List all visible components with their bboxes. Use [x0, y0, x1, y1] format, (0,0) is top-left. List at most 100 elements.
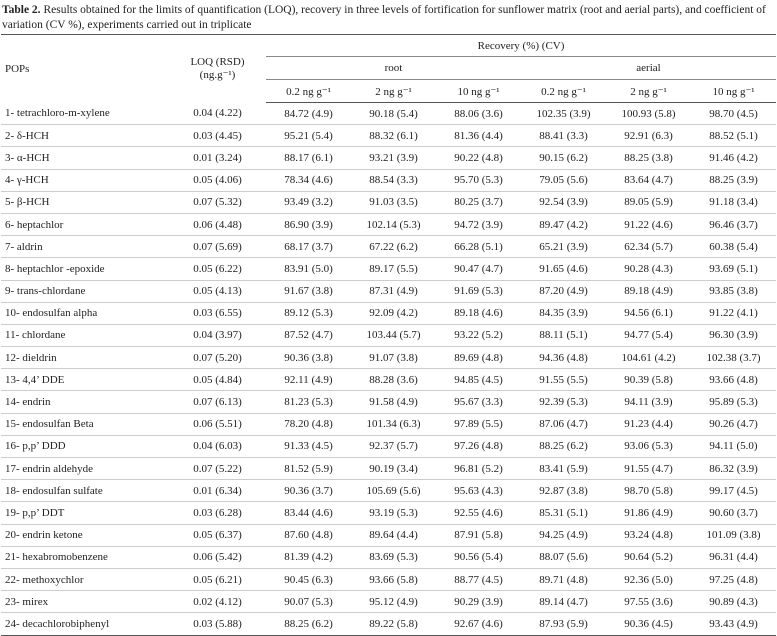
recovery-cell: 68.17 (3.7) [266, 235, 351, 259]
recovery-cell: 88.06 (3.6) [436, 102, 521, 126]
recovery-cell: 90.89 (4.3) [691, 590, 777, 614]
recovery-cell: 89.71 (4.8) [521, 568, 606, 592]
recovery-cell: 94.56 (6.1) [606, 302, 691, 325]
recovery-cell: 93.69 (5.1) [691, 257, 777, 281]
pop-name: 13- 4,4’ DDE [1, 368, 169, 392]
level-header: 10 ng g⁻¹ [436, 79, 521, 103]
recovery-cell: 89.18 (4.6) [436, 302, 521, 325]
table-row: 13- 4,4’ DDE 0.05 (4.84) 92.11 (4.9) 88.28 … [1, 368, 777, 392]
table-row: 24- decachlorobiphenyl 0.03 (5.88) 88.25 (… [1, 612, 777, 636]
recovery-cell: 91.33 (4.5) [266, 435, 351, 459]
loq-cell: 0.01 (3.24) [169, 146, 266, 170]
loq-cell: 0.05 (6.21) [169, 568, 266, 592]
level-header: 0.2 ng g⁻¹ [521, 79, 606, 103]
recovery-cell: 87.93 (5.9) [521, 612, 606, 636]
recovery-cell: 89.12 (5.3) [266, 302, 351, 325]
pop-name: 6- heptachlor [1, 213, 169, 237]
recovery-cell: 60.38 (5.4) [691, 235, 777, 259]
root-header: root [266, 56, 521, 80]
recovery-cell: 89.22 (5.8) [351, 612, 436, 636]
recovery-cell: 90.39 (5.8) [606, 368, 691, 392]
table-row: 23- mirex 0.02 (4.12) 90.07 (5.3) 95.12 (4.… [1, 590, 777, 614]
pop-name: 7- aldrin [1, 235, 169, 259]
recovery-cell: 93.66 (4.8) [691, 368, 777, 392]
recovery-cell: 88.54 (3.3) [351, 169, 436, 192]
recovery-cell: 87.20 (4.9) [521, 280, 606, 303]
table-row: 11- chlordane 0.04 (3.97) 87.52 (4.7) 103.4… [1, 324, 777, 348]
pop-name: 1- tetrachloro-m-xylene [1, 102, 169, 126]
recovery-cell: 83.41 (5.9) [521, 457, 606, 481]
recovery-cell: 92.91 (6.3) [606, 124, 691, 148]
recovery-cell: 87.60 (4.8) [266, 524, 351, 547]
level-header: 10 ng g⁻¹ [691, 79, 777, 103]
loq-cell: 0.07 (5.32) [169, 191, 266, 214]
loq-cell: 0.06 (4.48) [169, 213, 266, 237]
table-row: 7- aldrin 0.07 (5.69) 68.17 (3.7) 67.22 (6.… [1, 235, 777, 259]
recovery-cell: 92.09 (4.2) [351, 302, 436, 325]
recovery-cell: 88.25 (6.2) [521, 435, 606, 459]
recovery-cell: 91.18 (3.4) [691, 191, 777, 214]
header-row: 0.2 ng g⁻¹ 2 ng g⁻¹ 10 ng g⁻¹ 0.2 ng g⁻¹ 2 n… [1, 79, 777, 103]
recovery-cell: 79.05 (5.6) [521, 169, 606, 192]
recovery-cell: 100.93 (5.8) [606, 102, 691, 126]
table-row: 17- endrin aldehyde 0.07 (5.22) 81.52 (5.9… [1, 457, 777, 481]
recovery-cell: 87.91 (5.8) [436, 524, 521, 547]
recovery-cell: 78.20 (4.8) [266, 413, 351, 436]
recovery-cell: 95.12 (4.9) [351, 590, 436, 614]
pop-name: 23- mirex [1, 590, 169, 614]
table-row: 21- hexabromobenzene 0.06 (5.42) 81.39 (4.… [1, 546, 777, 569]
recovery-cell: 88.77 (4.5) [436, 568, 521, 592]
table-row: 10- endosulfan alpha 0.03 (6.55) 89.12 (5.… [1, 302, 777, 325]
recovery-cell: 91.03 (3.5) [351, 191, 436, 214]
recovery-cell: 91.65 (4.6) [521, 257, 606, 281]
recovery-cell: 91.23 (4.4) [606, 413, 691, 436]
recovery-cell: 103.44 (5.7) [351, 324, 436, 348]
recovery-cell: 89.64 (4.4) [351, 524, 436, 547]
recovery-cell: 90.60 (3.7) [691, 501, 777, 525]
recovery-cell: 89.05 (5.9) [606, 191, 691, 214]
loq-cell: 0.01 (6.34) [169, 479, 266, 503]
table-row: 6- heptachlor 0.06 (4.48) 86.90 (3.9) 102.1… [1, 213, 777, 237]
table-row: 22- methoxychlor 0.05 (6.21) 90.45 (6.3) 93… [1, 568, 777, 592]
recovery-cell: 81.23 (5.3) [266, 390, 351, 414]
pop-name: 21- hexabromobenzene [1, 546, 169, 569]
recovery-cell: 99.17 (4.5) [691, 479, 777, 503]
recovery-cell: 97.25 (4.8) [691, 568, 777, 592]
recovery-cell: 91.58 (4.9) [351, 390, 436, 414]
recovery-cell: 90.56 (5.4) [436, 546, 521, 569]
recovery-cell: 81.52 (5.9) [266, 457, 351, 481]
recovery-cell: 90.07 (5.3) [266, 590, 351, 614]
pop-name: 4- γ-HCH [1, 169, 169, 192]
table-row: 20- endrin ketone 0.05 (6.37) 87.60 (4.8) 8… [1, 524, 777, 547]
recovery-cell: 88.11 (5.1) [521, 324, 606, 348]
recovery-cell: 94.11 (3.9) [606, 390, 691, 414]
recovery-cell: 93.85 (3.8) [691, 280, 777, 303]
recovery-cell: 93.19 (5.3) [351, 501, 436, 525]
recovery-cell: 95.21 (5.4) [266, 124, 351, 148]
recovery-cell: 97.55 (3.6) [606, 590, 691, 614]
loq-cell: 0.02 (4.12) [169, 590, 266, 614]
recovery-cell: 91.55 (5.5) [521, 368, 606, 392]
aerial-header: aerial [521, 56, 777, 80]
recovery-cell: 95.70 (5.3) [436, 169, 521, 192]
pop-name: 12- dieldrin [1, 346, 169, 370]
recovery-cell: 83.44 (4.6) [266, 501, 351, 525]
recovery-cell: 65.21 (3.9) [521, 235, 606, 259]
loq-cell: 0.07 (5.69) [169, 235, 266, 259]
recovery-cell: 84.35 (3.9) [521, 302, 606, 325]
recovery-cell: 91.69 (5.3) [436, 280, 521, 303]
recovery-cell: 83.91 (5.0) [266, 257, 351, 281]
recovery-cell: 97.89 (5.5) [436, 413, 521, 436]
recovery-cell: 95.89 (5.3) [691, 390, 777, 414]
loq-cell: 0.04 (6.03) [169, 435, 266, 459]
recovery-cell: 88.25 (3.8) [606, 146, 691, 170]
loq-cell: 0.03 (6.28) [169, 501, 266, 525]
recovery-cell: 91.46 (4.2) [691, 146, 777, 170]
recovery-cell: 96.31 (4.4) [691, 546, 777, 569]
recovery-cell: 102.38 (3.7) [691, 346, 777, 370]
recovery-cell: 91.22 (4.6) [606, 213, 691, 237]
recovery-cell: 102.35 (3.9) [521, 102, 606, 126]
recovery-cell: 93.24 (4.8) [606, 524, 691, 547]
recovery-cell: 92.36 (5.0) [606, 568, 691, 592]
loq-cell: 0.04 (3.97) [169, 324, 266, 348]
